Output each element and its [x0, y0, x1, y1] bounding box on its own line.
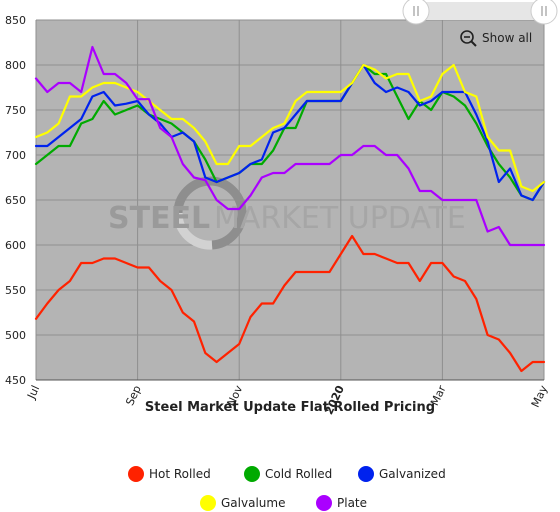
legend-item-galvanized[interactable]: Galvanized [358, 466, 446, 482]
show-all-button[interactable]: Show all [455, 27, 535, 49]
y-tick-label: 500 [5, 329, 26, 342]
legend-marker [128, 466, 144, 482]
y-tick-label: 450 [5, 374, 26, 387]
legend-marker [244, 466, 260, 482]
range-scrollbar[interactable] [402, 0, 558, 25]
legend-label: Plate [337, 496, 367, 510]
y-axis: 850 800 750 700 650 600 550 500 450 [5, 14, 26, 387]
legend-marker [358, 466, 374, 482]
legend: Hot Rolled Cold Rolled Galvanized Galvalume… [128, 466, 446, 511]
legend-label: Cold Rolled [265, 467, 332, 481]
chart-title: Steel Market Update Flat Rolled Pricing [145, 400, 435, 415]
series-lines [34, 45, 546, 373]
legend-item-cold-rolled[interactable]: Cold Rolled [244, 466, 332, 482]
legend-label: Hot Rolled [149, 467, 211, 481]
legend-label: Galvanized [379, 467, 446, 481]
range-handle-left[interactable] [402, 0, 430, 25]
legend-marker [316, 495, 332, 511]
zoom-out-icon [460, 30, 477, 47]
series-line-hot-rolled[interactable] [34, 234, 546, 373]
watermark: STEEL MARKET UPDATE [108, 176, 466, 250]
range-scrollbar-track[interactable] [415, 2, 545, 20]
y-tick-label: 750 [5, 104, 26, 117]
series-line-galvanized[interactable] [34, 63, 546, 202]
legend-item-plate[interactable]: Plate [316, 495, 367, 511]
y-tick-label: 800 [5, 59, 26, 72]
legend-label: Galvalume [221, 496, 285, 510]
legend-item-galvalume[interactable]: Galvalume [200, 495, 285, 511]
range-handle-right[interactable] [530, 0, 558, 25]
watermark-logo [173, 176, 247, 250]
y-tick-label: 850 [5, 14, 26, 27]
watermark-bold-text: STEEL [108, 201, 210, 236]
series-line-plate[interactable] [34, 45, 546, 247]
series-line-galvalume[interactable] [34, 63, 546, 193]
x-tick-label: Jul [24, 383, 42, 401]
y-tick-label: 700 [5, 149, 26, 162]
y-tick-label: 650 [5, 194, 26, 207]
show-all-label: Show all [482, 31, 532, 45]
y-tick-label: 600 [5, 239, 26, 252]
legend-marker [200, 495, 216, 511]
legend-item-hot-rolled[interactable]: Hot Rolled [128, 466, 211, 482]
series-line-cold-rolled[interactable] [34, 63, 546, 202]
watermark-rest-text: MARKET UPDATE [214, 201, 466, 236]
y-tick-label: 550 [5, 284, 26, 297]
